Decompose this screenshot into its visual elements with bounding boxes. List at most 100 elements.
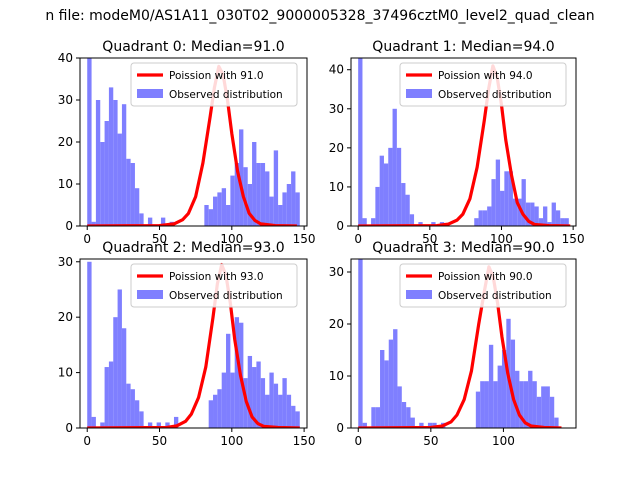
histogram-bar [104, 367, 109, 428]
histogram-bar [384, 360, 389, 428]
histogram-bar [104, 121, 109, 226]
y-tick-label: 20 [58, 135, 73, 149]
histogram-bar [493, 381, 498, 428]
histogram-bar [560, 218, 565, 226]
histogram-bar [482, 210, 488, 226]
legend-bar-swatch [137, 89, 163, 98]
histogram-bar [286, 394, 292, 428]
histogram-bar [217, 389, 222, 428]
histogram-bar [396, 147, 402, 226]
histogram-bar [510, 339, 516, 428]
subplot-quadrant-3: 0 50 100 0 10 20 30 Quadrant 3: Median=90.0 Pois… [329, 240, 577, 448]
histogram-bar [239, 129, 244, 226]
histogram-bar [282, 192, 287, 226]
subplot-quadrant-2: 0 50 100 150 0 10 20 30 Quadrant 2: Median=93.0 P… [58, 240, 316, 448]
y-tick-label: 30 [329, 102, 344, 116]
histogram-bar [160, 217, 166, 226]
histogram-bar [480, 381, 485, 428]
histogram-bar [401, 183, 406, 226]
histogram-bar [495, 159, 501, 226]
histogram-bar [273, 383, 279, 428]
histogram-bar [247, 184, 253, 226]
histogram-bar [358, 259, 363, 428]
histogram-bar [410, 417, 415, 428]
histogram-bar [409, 214, 415, 226]
histogram-bar [501, 350, 507, 428]
histogram-bar [147, 217, 153, 226]
x-tick-label: 0 [83, 232, 91, 246]
histogram-bar [252, 142, 257, 226]
histogram-bar [515, 370, 520, 428]
y-tick-label: 10 [58, 366, 73, 380]
histogram-bar [269, 372, 274, 428]
histogram-bar [484, 381, 489, 428]
histogram-bar [291, 171, 296, 226]
plot-area [87, 261, 300, 428]
y-tick-label: 20 [329, 141, 344, 155]
histogram-bar [371, 218, 376, 226]
histogram-bar [134, 188, 140, 226]
histogram-bar [108, 87, 114, 226]
legend-label-poisson: Poission with 93.0 [169, 271, 264, 283]
histogram-bar [265, 171, 270, 226]
subplot-title: Quadrant 1: Median=94.0 [372, 39, 554, 55]
x-tick-label: 150 [562, 232, 585, 246]
histogram-bar [286, 184, 292, 226]
histogram-bar [108, 361, 114, 428]
histogram-bar [549, 396, 555, 428]
x-tick-label: 150 [293, 232, 316, 246]
histogram-bar [256, 163, 261, 226]
legend-bar-swatch [406, 89, 432, 98]
y-tick-label: 30 [58, 93, 73, 107]
histogram-bar [273, 150, 279, 226]
histogram-bar [419, 422, 424, 428]
histogram-bar [497, 365, 502, 428]
histogram-bar [252, 367, 257, 428]
histogram-bar [234, 317, 240, 428]
histogram-bar [100, 142, 105, 226]
histogram-bar [265, 394, 270, 428]
histogram-bar [475, 391, 481, 428]
histogram-bar [230, 372, 235, 428]
legend-label-poisson: Poission with 91.0 [169, 70, 264, 82]
histogram-bar [379, 155, 384, 226]
histogram-bar [130, 389, 135, 428]
y-tick-label: 0 [336, 421, 344, 435]
legend-label-observed: Observed distribution [169, 89, 283, 101]
histogram-bar [208, 400, 214, 428]
legend-box [130, 62, 298, 107]
histogram-bar [282, 378, 287, 428]
histogram-bar [519, 381, 524, 428]
histogram-bar [113, 317, 118, 428]
histogram-bar [554, 417, 559, 428]
histogram-bar [278, 205, 283, 226]
histogram-bar [87, 261, 92, 428]
histogram-bar [134, 400, 140, 428]
legend-label-poisson: Poission with 94.0 [438, 70, 533, 82]
x-tick-label: 150 [293, 434, 316, 448]
histogram-bar [243, 167, 248, 226]
y-tick-label: 20 [329, 317, 344, 331]
histogram-bar [234, 163, 240, 226]
histogram-bar [541, 386, 546, 428]
x-tick-label: 50 [423, 434, 438, 448]
histogram-bar [536, 396, 542, 428]
histogram-bar [555, 210, 561, 226]
axes-frame [350, 258, 577, 429]
legend: Poission with 93.0 Observed distribution [130, 263, 298, 308]
legend-label-observed: Observed distribution [438, 290, 552, 302]
x-tick-label: 50 [152, 434, 167, 448]
histogram-bar [213, 196, 218, 226]
subplot-title: Quadrant 2: Median=93.0 [102, 240, 284, 256]
histogram-bar [117, 289, 122, 428]
x-tick-label: 50 [422, 232, 437, 246]
legend-label-poisson: Poission with 90.0 [438, 271, 533, 283]
histogram-bar [260, 163, 266, 226]
histogram-bar [418, 222, 423, 226]
histogram-bar [91, 221, 96, 226]
plot-area [358, 259, 562, 428]
histogram-bar [226, 205, 231, 226]
y-tick-label: 30 [329, 265, 344, 279]
x-tick-label: 100 [492, 434, 515, 448]
histogram-bar [397, 386, 402, 428]
